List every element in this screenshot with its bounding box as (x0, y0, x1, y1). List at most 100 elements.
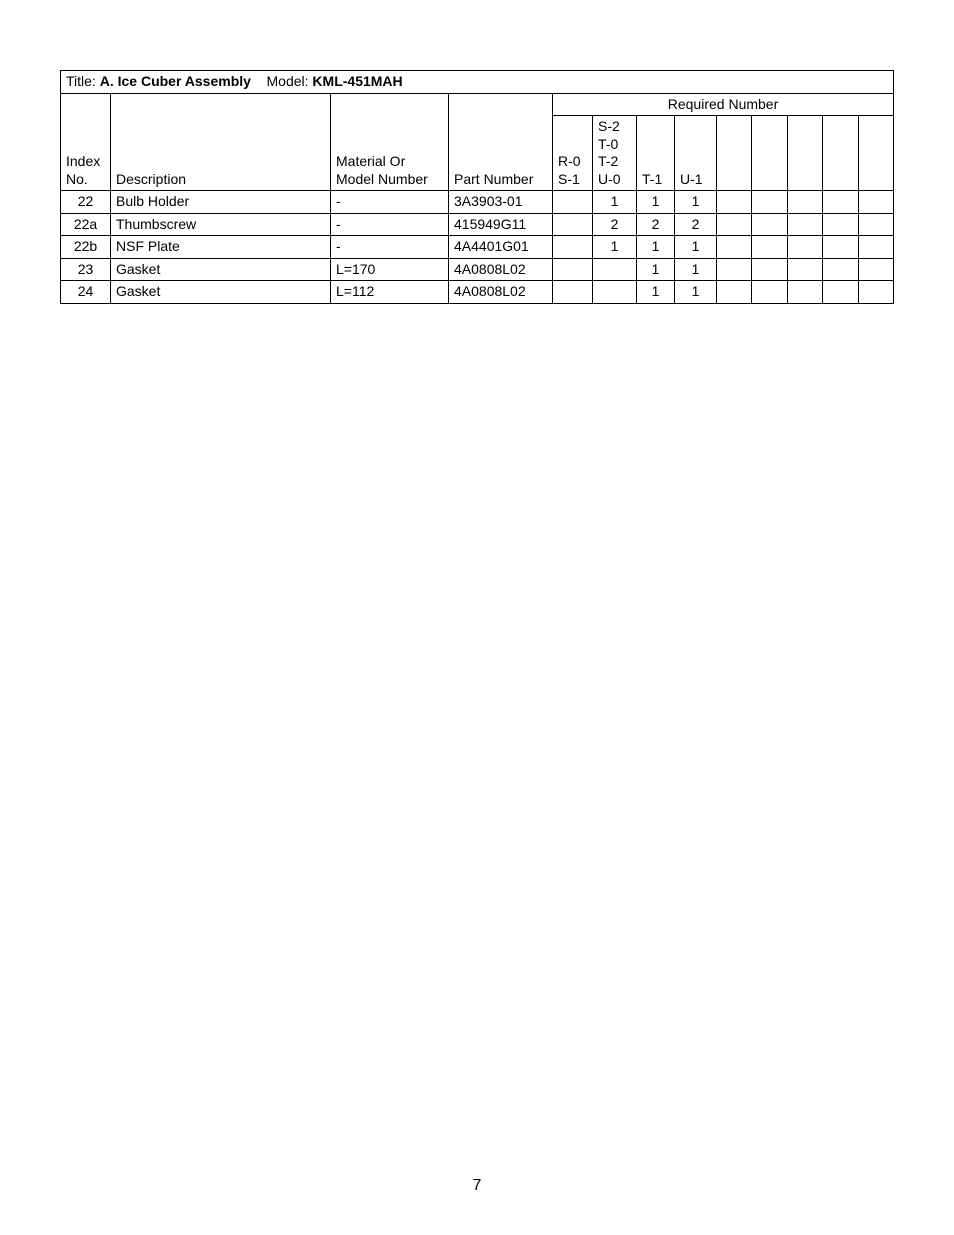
header-material-l2: Model Number (336, 171, 428, 187)
header-partnumber: Part Number (449, 93, 553, 191)
title-value: A. Ice Cuber Assembly (100, 73, 251, 89)
cell-index: 22 (61, 191, 111, 214)
cell-partnumber: 4A0808L02 (449, 258, 553, 281)
cell-blank (717, 281, 752, 304)
cell-t1: 1 (637, 191, 675, 214)
cell-material: - (331, 213, 449, 236)
table-title-row: Title: A. Ice Cuber Assembly Model: KML-… (61, 71, 894, 94)
cell-r0 (553, 236, 593, 259)
cell-s2 (593, 258, 637, 281)
cell-index: 23 (61, 258, 111, 281)
header-col-r0: R-0 S-1 (553, 116, 593, 191)
cell-material: L=170 (331, 258, 449, 281)
cell-blank (858, 191, 893, 214)
cell-blank (787, 213, 822, 236)
cell-blank (823, 191, 858, 214)
table-header-row-1: Index No. Description Material Or Model … (61, 93, 894, 116)
header-col-s2-l3: T-2 (598, 153, 618, 169)
header-material: Material Or Model Number (331, 93, 449, 191)
cell-r0 (553, 213, 593, 236)
cell-blank (752, 258, 787, 281)
table-title-cell: Title: A. Ice Cuber Assembly Model: KML-… (61, 71, 894, 94)
page-number: 7 (0, 1177, 954, 1195)
header-col-blank-4 (823, 116, 858, 191)
cell-partnumber: 415949G11 (449, 213, 553, 236)
cell-blank (858, 213, 893, 236)
title-label: Title: (66, 73, 96, 89)
cell-s2: 2 (593, 213, 637, 236)
header-col-blank-5 (858, 116, 893, 191)
cell-blank (858, 236, 893, 259)
table-row: 22bNSF Plate-4A4401G01111 (61, 236, 894, 259)
cell-u1: 1 (675, 281, 717, 304)
cell-blank (823, 236, 858, 259)
parts-table: Title: A. Ice Cuber Assembly Model: KML-… (60, 70, 894, 304)
cell-material: - (331, 236, 449, 259)
cell-blank (752, 236, 787, 259)
cell-index: 22a (61, 213, 111, 236)
header-col-s2-l1: S-2 (598, 118, 620, 134)
header-col-r0-l2: S-1 (558, 171, 580, 187)
cell-blank (787, 281, 822, 304)
cell-blank (858, 258, 893, 281)
cell-partnumber: 3A3903-01 (449, 191, 553, 214)
cell-material: L=112 (331, 281, 449, 304)
cell-description: Gasket (111, 281, 331, 304)
cell-blank (823, 213, 858, 236)
cell-blank (717, 258, 752, 281)
cell-r0 (553, 281, 593, 304)
table-row: 23GasketL=1704A0808L0211 (61, 258, 894, 281)
cell-r0 (553, 258, 593, 281)
cell-s2: 1 (593, 191, 637, 214)
header-required-number: Required Number (553, 93, 894, 116)
header-col-blank-3 (787, 116, 822, 191)
header-material-l1: Material Or (336, 153, 405, 169)
cell-u1: 1 (675, 236, 717, 259)
model-value: KML-451MAH (312, 73, 402, 89)
cell-partnumber: 4A0808L02 (449, 281, 553, 304)
cell-partnumber: 4A4401G01 (449, 236, 553, 259)
header-col-u1: U-1 (675, 116, 717, 191)
cell-blank (787, 236, 822, 259)
cell-blank (787, 258, 822, 281)
cell-t1: 1 (637, 258, 675, 281)
cell-material: - (331, 191, 449, 214)
cell-r0 (553, 191, 593, 214)
header-index: Index No. (61, 93, 111, 191)
model-label: Model: (267, 73, 309, 89)
cell-index: 22b (61, 236, 111, 259)
cell-s2: 1 (593, 236, 637, 259)
cell-t1: 2 (637, 213, 675, 236)
cell-blank (858, 281, 893, 304)
cell-description: Thumbscrew (111, 213, 331, 236)
table-row: 22aThumbscrew-415949G11222 (61, 213, 894, 236)
header-col-s2: S-2 T-0 T-2 U-0 (593, 116, 637, 191)
table-row: 24GasketL=1124A0808L0211 (61, 281, 894, 304)
cell-blank (752, 213, 787, 236)
header-description: Description (111, 93, 331, 191)
cell-blank (717, 191, 752, 214)
header-index-l2: No. (66, 171, 88, 187)
header-index-l1: Index (66, 153, 100, 169)
cell-blank (752, 281, 787, 304)
cell-description: Bulb Holder (111, 191, 331, 214)
cell-blank (717, 213, 752, 236)
cell-blank (717, 236, 752, 259)
header-col-r0-l1: R-0 (558, 153, 581, 169)
cell-description: Gasket (111, 258, 331, 281)
page: Title: A. Ice Cuber Assembly Model: KML-… (0, 0, 954, 1235)
table-row: 22Bulb Holder-3A3903-01111 (61, 191, 894, 214)
cell-index: 24 (61, 281, 111, 304)
cell-u1: 1 (675, 191, 717, 214)
header-col-blank-2 (752, 116, 787, 191)
header-col-blank-1 (717, 116, 752, 191)
cell-blank (787, 191, 822, 214)
cell-description: NSF Plate (111, 236, 331, 259)
cell-s2 (593, 281, 637, 304)
cell-blank (752, 191, 787, 214)
header-col-s2-l4: U-0 (598, 171, 621, 187)
header-col-t1: T-1 (637, 116, 675, 191)
cell-blank (823, 258, 858, 281)
cell-u1: 2 (675, 213, 717, 236)
header-col-s2-l2: T-0 (598, 136, 618, 152)
